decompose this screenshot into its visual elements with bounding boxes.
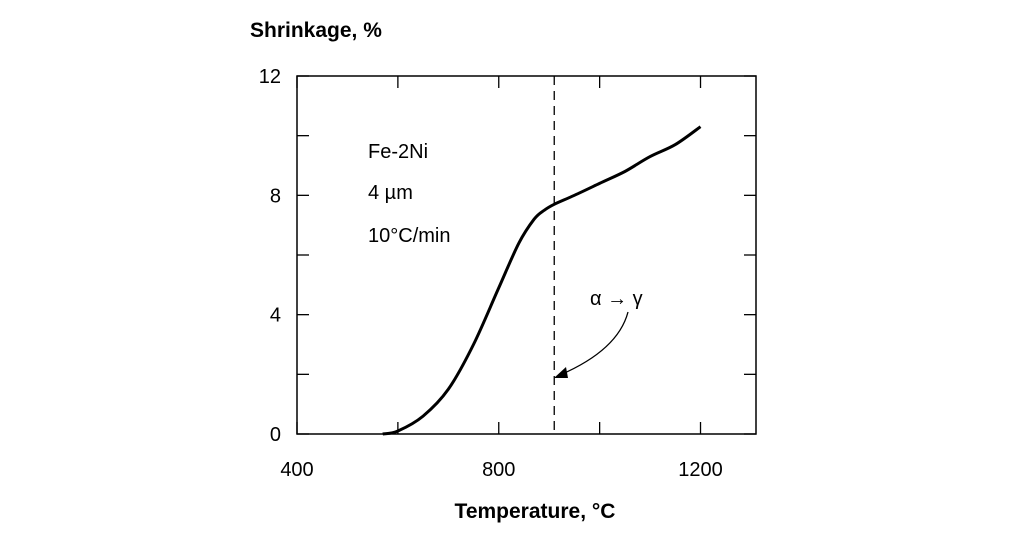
axis-ticks: [296, 75, 756, 435]
y-tick-label: 4: [270, 305, 281, 327]
x-tick-label: 400: [280, 459, 313, 481]
x-tick-label: 800: [482, 459, 515, 481]
phase-transition-label: α → γ: [590, 288, 643, 310]
y-tick-label: 0: [270, 424, 281, 446]
tick-labels: 400 800 1200 0 4 8 12: [259, 66, 723, 481]
heating-rate-label: 10°C/min: [368, 225, 450, 247]
transition-arrowhead: [554, 367, 568, 378]
plot-frame: [296, 75, 757, 435]
shrinkage-curve: [382, 125, 702, 436]
x-tick-label: 1200: [678, 459, 723, 481]
y-tick-label: 8: [270, 185, 281, 207]
x-axis-title: Temperature, °C: [455, 500, 616, 523]
alloy-label: Fe-2Ni: [368, 141, 428, 163]
y-axis-title: Shrinkage, %: [250, 19, 382, 42]
transition-arrow: [559, 311, 629, 376]
y-tick-label: 12: [259, 66, 281, 88]
particle-size-label: 4 µm: [368, 182, 413, 204]
